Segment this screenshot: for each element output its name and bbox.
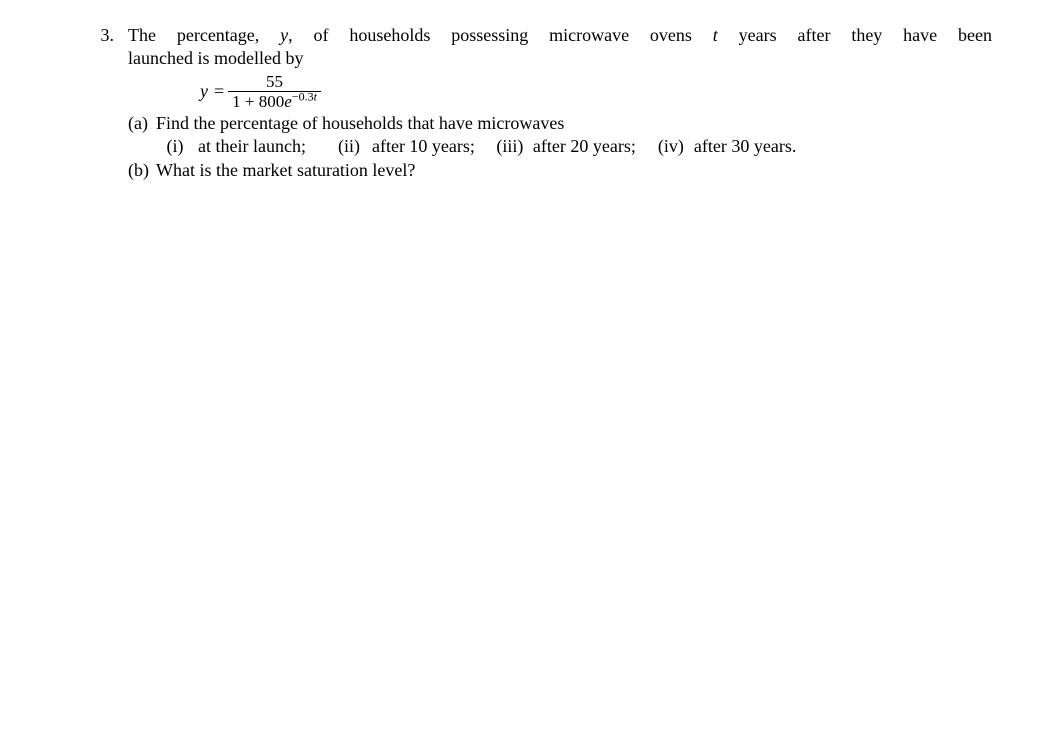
subpart-ii: (ii) after 10 years; [330,135,475,158]
intro-text: years after they have been [718,25,992,45]
intro-text: The percentage, [128,25,280,45]
subpart-iv: (iv) after 30 years. [652,135,796,158]
equation-denominator: 1 + 800e−0.3t [228,91,321,110]
part-b-text: What is the market saturation level? [156,159,992,182]
subpart-iii-label: (iii) [491,135,529,158]
exp-coeff: −0.3 [292,89,314,103]
subpart-ii-label: (ii) [330,135,368,158]
intro-line-1: The percentage, y, of households possess… [128,24,992,47]
subpart-iii-text: after 20 years; [529,135,636,158]
part-a-subparts: (i) at their launch; (ii) after 10 years… [128,135,992,158]
intro-line-2: launched is modelled by [128,47,992,70]
part-b: (b) What is the market saturation level? [128,159,992,182]
equation: y = 55 1 + 800e−0.3t [128,73,992,110]
exp-var-t: t [314,89,317,103]
subpart-iv-text: after 30 years. [690,135,796,158]
subpart-iii: (iii) after 20 years; [491,135,636,158]
intro-var-y: y [280,25,288,45]
part-b-label: (b) [128,159,156,182]
equation-fraction: 55 1 + 800e−0.3t [228,73,321,110]
den-constant: 1 + 800 [232,92,284,111]
subpart-iv-label: (iv) [652,135,690,158]
subpart-i-label: (i) [156,135,194,158]
equation-equals: = [214,80,224,103]
equation-numerator: 55 [260,73,289,91]
problem: 3. The percentage, y, of households poss… [80,24,992,182]
den-exponent: −0.3t [292,89,317,103]
part-a-label: (a) [128,112,156,135]
intro-text: , of households possessing microwave ove… [288,25,713,45]
subpart-i-text: at their launch; [194,135,306,158]
part-a: (a) Find the percentage of households th… [128,112,992,135]
problem-body: The percentage, y, of households possess… [128,24,992,182]
subpart-ii-text: after 10 years; [368,135,475,158]
den-e: e [284,92,292,111]
subpart-i: (i) at their launch; [156,135,306,158]
problem-number: 3. [80,24,128,47]
equation-lhs: y [200,80,208,103]
part-a-text: Find the percentage of households that h… [156,112,992,135]
